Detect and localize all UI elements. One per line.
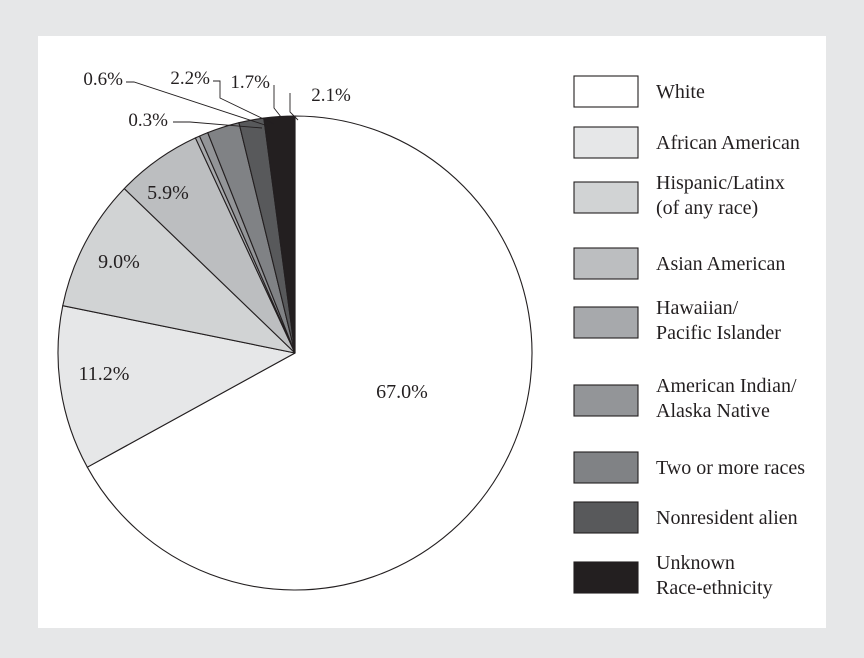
pie-chart: 67.0% 11.2% 9.0% 5.9% 0.3%0.6% 2.2% 1.7% 2.1% W… xyxy=(57,68,805,599)
value-label-unknown-race-ethnicity: 2.1% xyxy=(311,85,351,106)
legend-item-american-indian-alaska-native: American Indian/Alaska Native xyxy=(573,375,797,422)
legend-label: (of any race) xyxy=(656,197,758,219)
leader-line-hawaiian-pacific-islander xyxy=(173,121,263,129)
pie-slice-white xyxy=(86,115,533,591)
legend-swatch xyxy=(573,451,639,484)
legend-item-two-or-more-races: Two or more races xyxy=(573,451,805,484)
leader-line-nonresident-alien xyxy=(273,85,286,123)
value-label-two-or-more-races: 2.2% xyxy=(170,68,210,89)
value-labels: 67.0% 11.2% 9.0% 5.9% 0.3%0.6% 2.2% 1.7% 2.1% xyxy=(79,68,428,403)
pie-slices xyxy=(57,115,533,591)
legend-item-unknown-race-ethnicity: Unknown Race-ethnicity xyxy=(573,552,773,599)
value-label-hispanic-latinx-of-any-race: 9.0% xyxy=(98,251,140,273)
legend-label: Two or more races xyxy=(656,457,805,479)
legend-item-african-american: African American xyxy=(573,126,800,159)
legend: White African American Hispanic/Latinx (of … xyxy=(573,75,805,599)
legend-label: Nonresident alien xyxy=(656,507,798,529)
legend-item-white: White xyxy=(573,75,705,108)
legend-label: American Indian/ xyxy=(656,375,797,397)
leader-lines xyxy=(126,80,299,129)
legend-item-asian-american: Asian American xyxy=(573,247,785,280)
pie-slice-unknown-race-ethnicity xyxy=(263,115,296,354)
legend-item-hawaiian-pacific-islander: Hawaiian/Pacific Islander xyxy=(573,297,781,344)
legend-swatch xyxy=(573,306,639,339)
value-label-white: 67.0% xyxy=(376,381,428,403)
value-label-american-indian-alaska-native: 0.6% xyxy=(83,69,123,90)
legend-label: Asian American xyxy=(656,253,785,275)
legend-swatch xyxy=(573,561,639,594)
legend-swatch xyxy=(573,247,639,280)
legend-label: Pacific Islander xyxy=(656,322,781,344)
value-label-nonresident-alien: 1.7% xyxy=(230,72,270,93)
pie-slice-african-american xyxy=(57,305,296,468)
legend-label: Race-ethnicity xyxy=(656,577,773,599)
legend-swatch xyxy=(573,126,639,159)
legend-label: White xyxy=(656,81,705,103)
leader-line-unknown-race-ethnicity xyxy=(289,93,299,121)
legend-item-nonresident-alien: Nonresident alien xyxy=(573,501,798,534)
chart-panel: 67.0% 11.2% 9.0% 5.9% 0.3% 0.6% 2.2% 1.7% 2.1% W… xyxy=(38,36,826,628)
value-label-asian-american: 5.9% xyxy=(147,182,189,204)
value-label-hawaiian-pacific-islander: 0.3% xyxy=(128,110,168,131)
legend-label: Hawaiian/ xyxy=(656,297,739,319)
legend-label: African American xyxy=(656,132,800,154)
leader-line-american-indian-alaska-native xyxy=(126,81,269,127)
legend-swatch xyxy=(573,501,639,534)
legend-swatch xyxy=(573,384,639,417)
legend-label: Hispanic/Latinx xyxy=(656,172,785,194)
value-label-african-american: 11.2% xyxy=(79,363,130,385)
legend-swatch xyxy=(573,181,639,214)
leader-line-two-or-more-races xyxy=(213,80,275,125)
legend-swatch xyxy=(573,75,639,108)
legend-label: Alaska Native xyxy=(656,400,770,422)
pie-slice-hispanic-latinx-of-any-race xyxy=(62,188,296,354)
legend-item-hispanic-latinx-of-any-race: Hispanic/Latinx (of any race) xyxy=(573,172,785,219)
legend-label: Unknown xyxy=(656,552,735,574)
